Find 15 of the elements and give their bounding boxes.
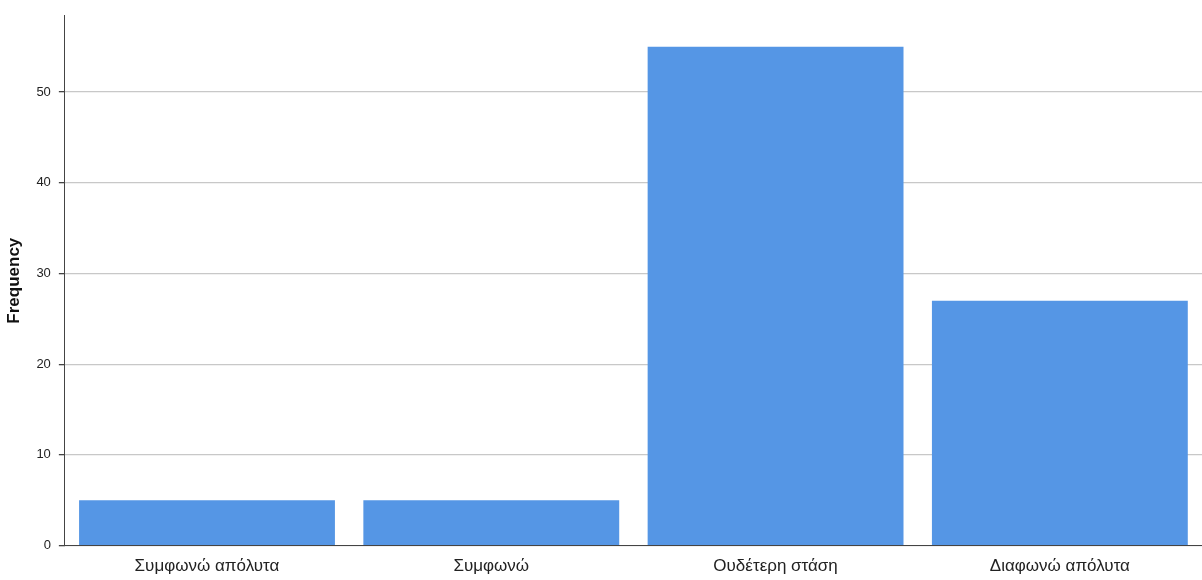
bar (363, 500, 620, 545)
y-tick-label: 30 (36, 265, 51, 281)
y-tick-label: 20 (36, 355, 51, 371)
y-tick-label: 40 (36, 174, 51, 190)
x-tick-label: Διαφωνώ απόλυτα (989, 556, 1131, 576)
bar (79, 500, 335, 545)
x-tick-label: Ουδέτερη στάση (713, 556, 838, 576)
y-tick-label: 50 (36, 83, 51, 99)
y-tick-label: 10 (36, 446, 51, 462)
bar (931, 300, 1188, 545)
y-tick-label: 0 (43, 537, 51, 553)
bar (647, 46, 904, 545)
y-axis-title: Frequency (3, 237, 23, 324)
x-tick-label: Συμφωνώ (453, 556, 530, 576)
x-tick-label: Συμφωνώ απόλυτα (134, 556, 280, 576)
